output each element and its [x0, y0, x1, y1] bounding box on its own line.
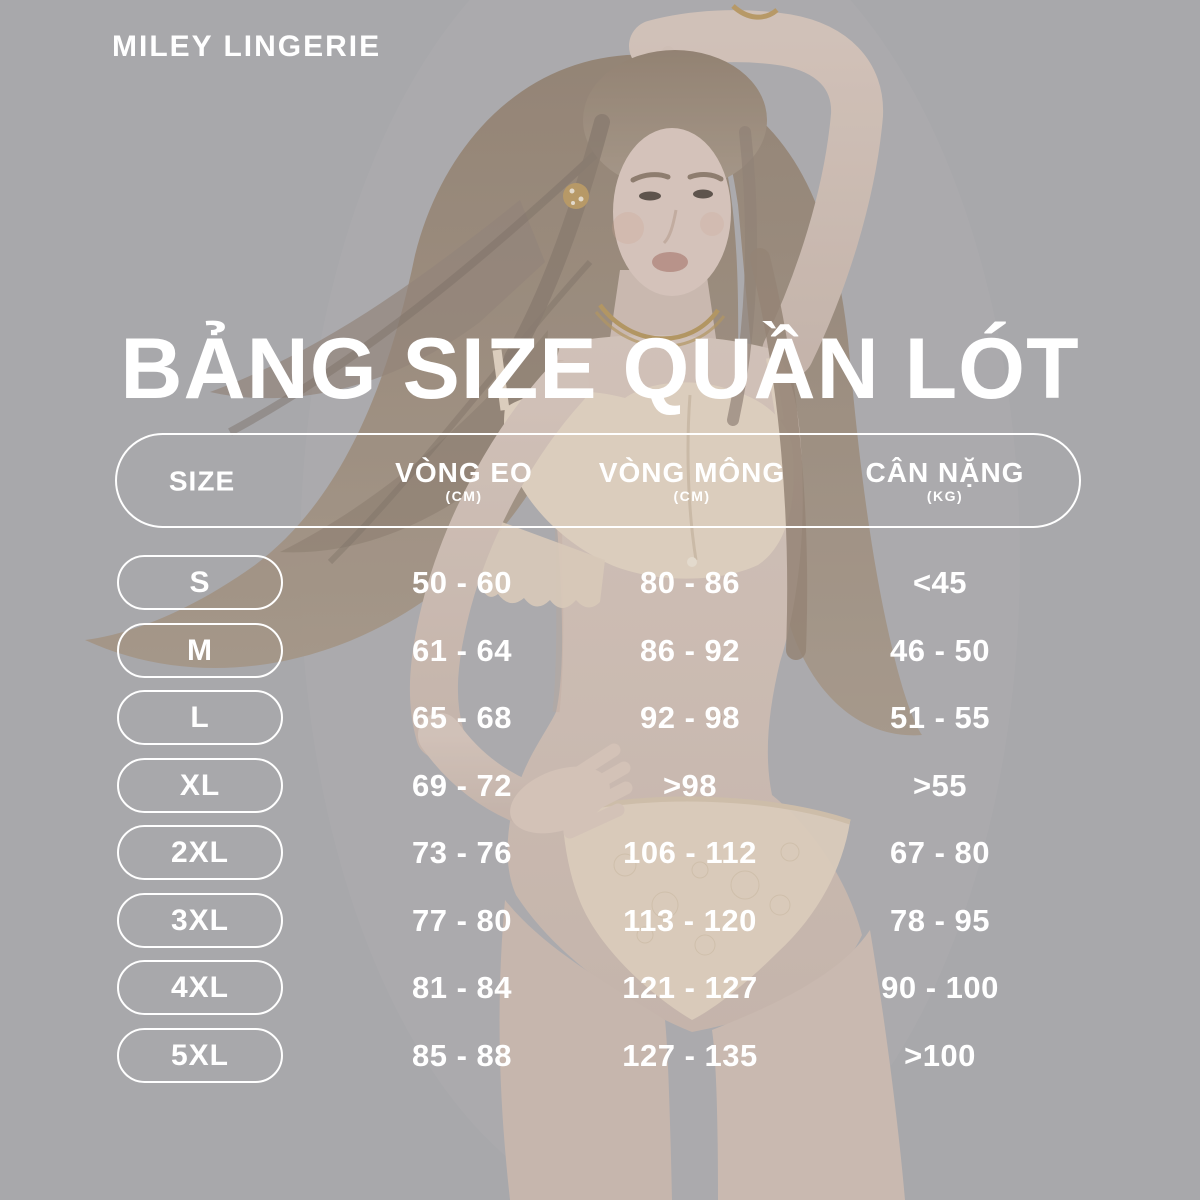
waist-value: 85 - 88	[411, 1038, 513, 1073]
size-pill: XL	[117, 758, 283, 813]
left-leg	[499, 900, 672, 1200]
size-pill: 5XL	[117, 1028, 283, 1083]
weight-value: 46 - 50	[889, 633, 991, 668]
bra-strap-left	[492, 349, 510, 411]
weight-value: <45	[912, 565, 968, 600]
size-table-header: SIZE VÒNG EO (CM) VÒNG MÔNG (CM) CÂN NẶN…	[115, 433, 1081, 528]
size-pill: L	[117, 690, 283, 745]
bracelet	[731, 4, 779, 20]
navel	[714, 714, 722, 722]
table-row-xl: XL 69 - 72 >98 >55	[0, 758, 1200, 813]
bra-bow	[687, 557, 697, 567]
waist-value: 65 - 68	[411, 700, 513, 735]
size-pill: 4XL	[117, 960, 283, 1015]
header-col-size: SIZE	[168, 464, 236, 496]
size-pill: 3XL	[117, 893, 283, 948]
waist-value: 61 - 64	[411, 633, 513, 668]
table-row-l: L 65 - 68 92 - 98 51 - 55	[0, 690, 1200, 745]
earring	[563, 183, 589, 209]
waist-value: 50 - 60	[411, 565, 513, 600]
size-pill: M	[117, 623, 283, 678]
hair-front-left	[504, 114, 610, 366]
hip-value: 86 - 92	[639, 633, 741, 668]
fingers	[553, 743, 633, 839]
weight-value: >100	[904, 1038, 976, 1073]
panty-lace-pattern	[613, 842, 800, 956]
face	[613, 128, 731, 296]
header-col-hip: VÒNG MÔNG (CM)	[598, 456, 786, 504]
jewelry	[563, 183, 726, 348]
necklace	[598, 303, 720, 341]
waist-value: 73 - 76	[411, 835, 513, 870]
header-col-weight: CÂN NẶNG (KG)	[865, 456, 1025, 504]
hip-value: 127 - 135	[622, 1038, 758, 1073]
waist-value: 81 - 84	[411, 970, 513, 1005]
bra-lace-band	[482, 515, 605, 608]
brand-logo: MILEY LINGERIE	[112, 30, 382, 63]
weight-value: 90 - 100	[881, 970, 999, 1005]
hip-value: 106 - 112	[623, 835, 757, 870]
hair-front-right	[727, 126, 758, 426]
table-row-5xl: 5XL 85 - 88 127 - 135 >100	[0, 1028, 1200, 1083]
face-features	[612, 172, 724, 272]
weight-value: 67 - 80	[889, 835, 991, 870]
weight-value: >55	[912, 768, 968, 803]
hip-value: 80 - 86	[639, 565, 741, 600]
waist-value: 69 - 72	[411, 768, 513, 803]
size-pill: S	[117, 555, 283, 610]
weight-value: 51 - 55	[889, 700, 991, 735]
hip-value: 92 - 98	[639, 700, 741, 735]
table-row-s: S 50 - 60 80 - 86 <45	[0, 555, 1200, 610]
table-row-4xl: 4XL 81 - 84 121 - 127 90 - 100	[0, 960, 1200, 1015]
hip-value: 113 - 120	[623, 903, 757, 938]
table-row-2xl: 2XL 73 - 76 106 - 112 67 - 80	[0, 825, 1200, 880]
header-col-waist: VÒNG EO (CM)	[395, 456, 533, 504]
right-leg	[712, 930, 905, 1200]
head	[504, 50, 808, 660]
waist-value: 77 - 80	[411, 903, 513, 938]
table-row-m: M 61 - 64 86 - 92 46 - 50	[0, 623, 1200, 678]
table-row-3xl: 3XL 77 - 80 113 - 120 78 - 95	[0, 893, 1200, 948]
page-title: BẢNG SIZE QUẦN LÓT	[120, 321, 1080, 417]
hair-strand-shoulder	[750, 248, 808, 660]
size-pill: 2XL	[117, 825, 283, 880]
hip-value: 121 - 127	[622, 970, 758, 1005]
hip-value: >98	[662, 768, 718, 803]
weight-value: 78 - 95	[889, 903, 991, 938]
